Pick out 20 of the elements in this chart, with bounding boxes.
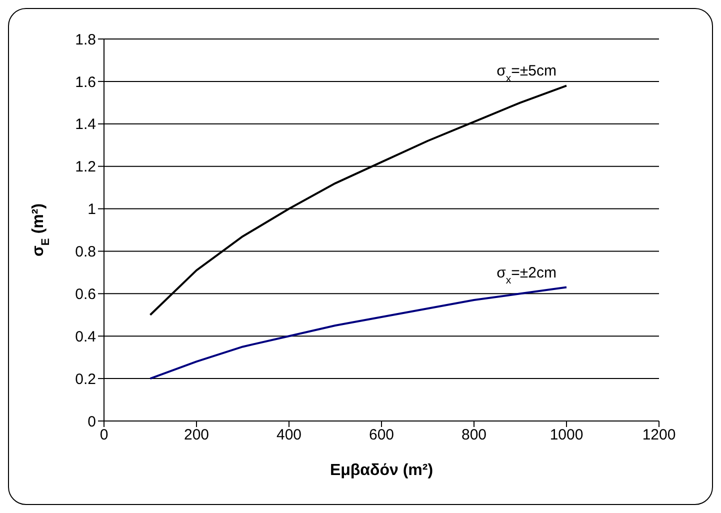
y-tick-label: 1.4: [75, 116, 96, 134]
x-tick-label: 0: [100, 426, 108, 444]
x-tick-label: 200: [184, 426, 210, 444]
y-tick-label: 1.2: [75, 158, 96, 176]
x-tick-label: 1200: [642, 426, 676, 444]
y-tick-label: 0.8: [75, 244, 96, 261]
x-tick-label: 400: [276, 426, 302, 444]
y-tick-label: 0.6: [75, 286, 96, 303]
y-tick-label: 1: [88, 201, 96, 218]
x-axis-title: Εμβαδόν (m²): [330, 462, 434, 479]
x-tick-label: 1000: [550, 426, 584, 444]
line-series: [149, 286, 568, 380]
series-label: σ$_{x}$=±2cm: [496, 264, 556, 286]
x-tick-label: 600: [368, 426, 394, 444]
y-tick-label: 0: [88, 413, 96, 430]
y-tick-label: 1.8: [75, 31, 96, 48]
y-tick-label: 0.4: [75, 328, 96, 346]
y-tick-label: 0.2: [75, 370, 96, 388]
x-tick-label: 800: [461, 426, 487, 444]
y-tick-label: 1.6: [75, 74, 96, 91]
